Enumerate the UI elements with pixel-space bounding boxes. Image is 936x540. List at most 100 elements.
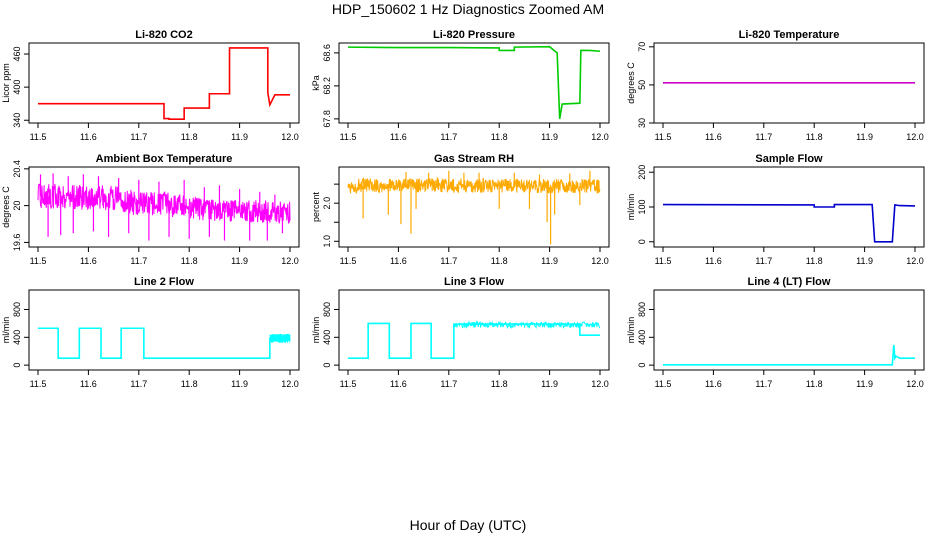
y-tick-label: 340 — [12, 113, 22, 128]
figure-title: HDP_150602 1 Hz Diagnostics Zoomed AM — [331, 1, 605, 17]
plot-area — [662, 203, 916, 243]
plot-frame — [28, 42, 300, 124]
y-tick-label: 68.6 — [322, 44, 332, 62]
panel-4: Ambient Box Temperature degrees C 11.5 11.6… — [1, 153, 300, 266]
panel-title: Li-820 Pressure — [433, 29, 515, 41]
plot-area — [347, 45, 601, 120]
x-tick-label: 11.7 — [130, 132, 147, 142]
panel-6: Sample Flow ml/min 11.5 11.6 11.7 11.8 11.9 12.… — [626, 153, 925, 266]
x-tick-label: 11.6 — [705, 132, 722, 142]
series-line — [348, 322, 600, 359]
y-tick-label: 68.2 — [322, 77, 332, 95]
y-tick-label: 800 — [637, 302, 647, 317]
y-tick-label: 400 — [12, 330, 22, 345]
x-tick-label: 11.5 — [655, 379, 672, 389]
panel-title: Li-820 CO2 — [135, 29, 192, 41]
x-tick-label: 12.0 — [281, 379, 299, 389]
x-tick-label: 12.0 — [281, 132, 299, 142]
x-tick-label: 11.8 — [491, 132, 508, 142]
y-axis-label: degrees C — [626, 62, 636, 104]
plot-area — [347, 170, 601, 245]
y-axis-label: ml/min — [1, 317, 11, 344]
x-tick-label: 11.7 — [440, 132, 457, 142]
series-line — [663, 344, 915, 366]
x-tick-label: 11.6 — [80, 132, 97, 142]
y-axis-label: ml/min — [311, 317, 321, 344]
x-tick-label: 11.7 — [755, 379, 772, 389]
y-tick-label: 50 — [637, 80, 647, 90]
x-axis-title: Hour of Day (UTC) — [409, 517, 527, 533]
x-tick-label: 11.7 — [440, 256, 457, 266]
x-tick-label: 11.9 — [231, 379, 248, 389]
y-tick-label: 19.6 — [12, 234, 22, 252]
y-tick-label: 0 — [322, 363, 332, 368]
x-tick-label: 11.9 — [231, 256, 248, 266]
x-tick-label: 12.0 — [281, 256, 299, 266]
y-tick-label: 20 — [12, 201, 22, 211]
x-tick-label: 11.5 — [30, 132, 47, 142]
x-tick-label: 11.9 — [541, 379, 558, 389]
plot-frame — [653, 289, 925, 371]
noise-band — [453, 320, 601, 330]
y-axis-label: ml/min — [626, 194, 636, 221]
y-tick-label: 800 — [12, 302, 22, 317]
x-tick-label: 11.8 — [181, 256, 198, 266]
x-tick-label: 11.8 — [491, 379, 508, 389]
plot-area — [663, 344, 915, 366]
series-line — [347, 45, 601, 120]
x-tick-label: 11.5 — [30, 379, 47, 389]
y-tick-label: 0 — [637, 239, 647, 244]
y-tick-label: 1.0 — [322, 235, 332, 248]
x-tick-label: 11.9 — [856, 256, 873, 266]
x-tick-label: 11.7 — [440, 379, 457, 389]
series-line — [38, 47, 290, 120]
x-tick-label: 11.8 — [806, 256, 823, 266]
x-tick-label: 11.9 — [231, 132, 248, 142]
x-tick-label: 11.6 — [705, 379, 722, 389]
x-tick-label: 11.8 — [806, 379, 823, 389]
x-tick-label: 11.8 — [181, 379, 198, 389]
y-tick-label: 400 — [637, 330, 647, 345]
plot-frame — [653, 166, 925, 248]
x-tick-label: 11.7 — [130, 256, 147, 266]
y-tick-label: 67.8 — [322, 110, 332, 128]
plot-frame — [28, 289, 300, 371]
plot-frame — [338, 166, 610, 248]
x-tick-label: 11.8 — [491, 256, 508, 266]
y-axis-label: ml/min — [626, 317, 636, 344]
series-line — [347, 176, 601, 194]
x-tick-label: 11.6 — [390, 379, 407, 389]
panel-title: Sample Flow — [755, 153, 823, 165]
x-tick-label: 11.6 — [390, 132, 407, 142]
y-axis-label: kPa — [311, 75, 321, 91]
panel-title: Gas Stream RH — [434, 153, 514, 165]
series-line — [662, 203, 916, 243]
panel-9: Line 4 (LT) Flow ml/min 11.5 11.6 11.7 11.8 11… — [626, 276, 925, 389]
y-axis-label: percent — [311, 191, 321, 222]
panel-3: Li-820 Temperature degrees C 11.5 11.6 11.7 1… — [626, 29, 925, 142]
x-tick-label: 11.9 — [856, 132, 873, 142]
plot-frame — [28, 166, 300, 248]
x-tick-label: 11.7 — [755, 132, 772, 142]
y-tick-label: 30 — [637, 118, 647, 128]
plot-area — [37, 173, 291, 241]
panel-2: Li-820 Pressure kPa 11.5 11.6 11.7 11.8 11.9 12… — [311, 29, 610, 142]
x-tick-label: 11.8 — [806, 132, 823, 142]
y-axis-label: Licor ppm — [1, 63, 11, 103]
x-tick-label: 11.6 — [80, 256, 97, 266]
y-tick-label: 20.4 — [12, 160, 22, 178]
noise-band — [269, 333, 291, 344]
x-tick-label: 11.8 — [181, 132, 198, 142]
x-tick-label: 11.6 — [705, 256, 722, 266]
y-tick-label: 70 — [637, 42, 647, 52]
y-tick-label: 400 — [322, 330, 332, 345]
plot-area — [348, 320, 601, 359]
y-axis-label: degrees C — [1, 186, 11, 228]
x-tick-label: 11.7 — [755, 256, 772, 266]
x-tick-label: 12.0 — [906, 256, 924, 266]
plot-area — [38, 327, 291, 359]
series-line — [37, 183, 291, 224]
panel-5: Gas Stream RH percent 11.5 11.6 11.7 11.8 11.9… — [311, 153, 610, 266]
x-tick-label: 12.0 — [591, 132, 609, 142]
